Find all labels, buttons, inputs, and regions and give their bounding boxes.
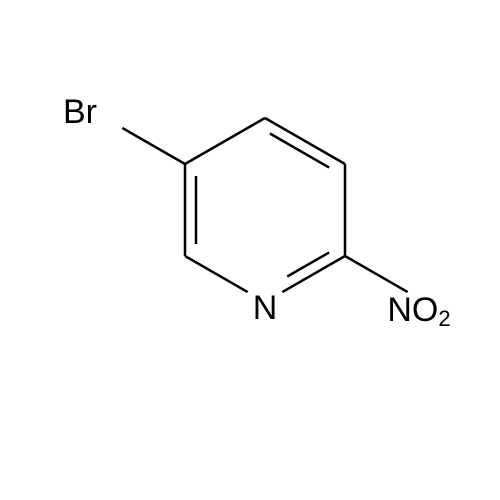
atom-label-no2: NO2 xyxy=(387,291,450,331)
bond-line xyxy=(185,256,248,292)
atom-label-br: Br xyxy=(63,93,97,131)
bond-line xyxy=(287,252,329,276)
bond-line xyxy=(185,118,265,164)
bond-line xyxy=(345,256,408,292)
atom-label-n: N xyxy=(253,289,278,327)
molecule-diagram: N Br NO2 xyxy=(0,0,500,500)
bond-line xyxy=(122,128,185,164)
bond-line xyxy=(265,118,345,164)
